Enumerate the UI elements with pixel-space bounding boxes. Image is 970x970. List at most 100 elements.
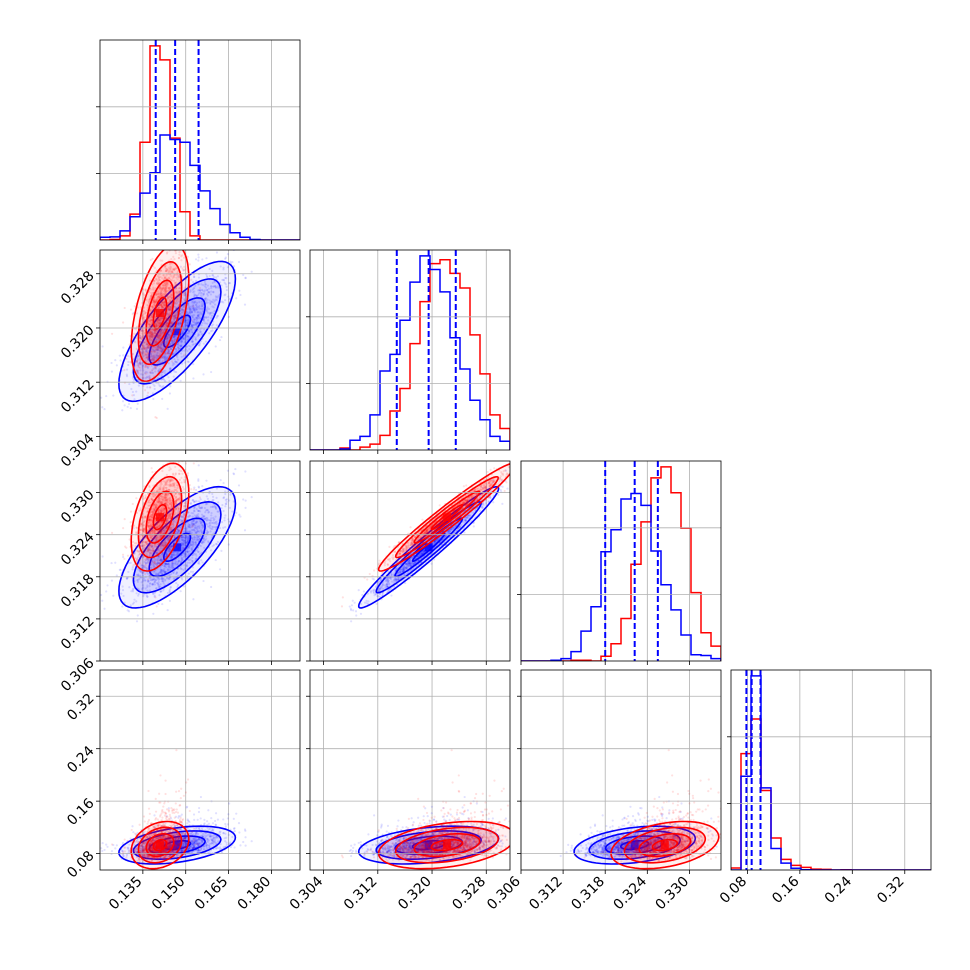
sample-point — [207, 530, 210, 534]
sample-point — [152, 357, 155, 361]
sample-point — [149, 329, 152, 333]
sample-point — [214, 285, 217, 288]
sample-point — [101, 406, 104, 409]
sample-point — [166, 281, 169, 284]
sample-point — [177, 530, 180, 533]
sample-point — [182, 338, 186, 341]
sample-point — [186, 318, 190, 321]
sample-point — [192, 598, 195, 601]
sample-point — [176, 322, 180, 325]
sample-point — [162, 303, 165, 307]
sample-point — [187, 524, 190, 528]
sample-point — [149, 335, 152, 338]
sample-point — [172, 284, 176, 287]
sample-point — [163, 300, 166, 303]
sample-point — [191, 319, 194, 322]
sample-point — [141, 344, 144, 347]
sample-point — [156, 346, 159, 349]
sample-point — [154, 277, 158, 281]
sample-point — [164, 269, 167, 273]
sample-point — [135, 407, 139, 410]
sample-point — [164, 562, 167, 565]
sample-point — [192, 307, 195, 310]
sample-point — [145, 376, 148, 379]
sample-point — [169, 324, 172, 327]
sample-point — [198, 313, 201, 316]
sample-point — [187, 329, 190, 333]
sample-point — [205, 286, 208, 289]
sample-point — [176, 296, 179, 299]
sample-point — [229, 260, 232, 263]
sample-point — [157, 295, 161, 298]
sample-point — [186, 537, 189, 541]
sample-point — [185, 311, 188, 314]
sample-point — [184, 292, 187, 295]
sample-point — [176, 585, 179, 589]
sample-point — [195, 513, 199, 517]
sample-point — [173, 268, 176, 271]
sample-point — [175, 312, 178, 315]
sample-point — [164, 267, 168, 270]
sample-point — [207, 519, 211, 522]
sample-point — [160, 303, 163, 307]
sample-point — [100, 593, 103, 597]
sample-point — [156, 348, 160, 352]
sample-point — [166, 251, 169, 254]
sample-point — [202, 515, 206, 518]
sample-point — [121, 605, 124, 608]
sample-point — [164, 266, 167, 269]
sample-point — [157, 345, 160, 348]
sample-point — [195, 515, 199, 518]
sample-point — [156, 332, 160, 335]
sample-point — [168, 309, 172, 312]
sample-point — [150, 311, 153, 314]
sample-point — [150, 332, 154, 335]
sample-point — [172, 520, 175, 523]
sample-point — [185, 500, 188, 503]
sample-point — [163, 324, 166, 327]
sample-point — [169, 368, 172, 371]
sample-point — [171, 553, 174, 556]
sample-point — [213, 299, 216, 303]
sample-point — [143, 347, 146, 351]
sample-point — [152, 306, 155, 309]
sample-point — [177, 346, 180, 349]
sample-point — [150, 566, 153, 569]
sample-point — [135, 325, 139, 328]
sample-point — [227, 315, 230, 318]
sample-point — [204, 340, 207, 343]
sample-point — [138, 361, 141, 365]
sample-point — [208, 313, 211, 316]
sample-point — [170, 258, 173, 261]
sample-point — [161, 529, 165, 532]
sample-point — [205, 299, 208, 303]
sample-point — [140, 563, 143, 567]
sample-point — [164, 578, 167, 581]
sample-point — [175, 294, 178, 298]
sample-point — [195, 308, 198, 311]
sample-point — [167, 317, 170, 320]
sample-point — [149, 578, 152, 582]
sample-point — [171, 362, 175, 365]
sample-point — [223, 281, 226, 284]
sample-point — [151, 325, 154, 329]
sample-point — [192, 343, 195, 346]
sample-point — [183, 353, 186, 356]
sample-point — [171, 562, 174, 565]
sample-point — [191, 316, 195, 319]
sample-point — [157, 317, 160, 320]
sample-point — [160, 577, 163, 580]
sample-point — [182, 542, 185, 546]
sample-point — [184, 553, 187, 556]
sample-point — [174, 286, 178, 290]
sample-point — [182, 547, 185, 550]
sample-point — [193, 528, 196, 531]
sample-point — [167, 330, 170, 333]
sample-point — [214, 521, 217, 524]
sample-point — [161, 324, 165, 327]
sample-point — [212, 532, 215, 535]
sample-point — [168, 295, 172, 298]
sample-point — [182, 308, 185, 312]
sample-point — [192, 377, 195, 380]
